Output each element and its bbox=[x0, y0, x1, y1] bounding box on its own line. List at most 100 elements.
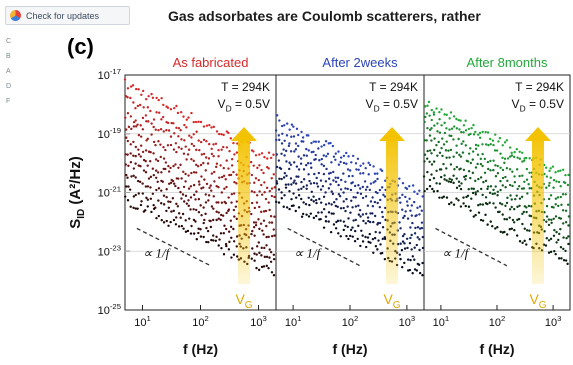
data-point bbox=[260, 193, 264, 196]
sidebar-icon-1[interactable]: C bbox=[6, 38, 12, 45]
data-point bbox=[277, 134, 281, 137]
data-point bbox=[518, 240, 522, 243]
data-point bbox=[126, 111, 130, 115]
data-point bbox=[481, 164, 484, 168]
data-point bbox=[220, 191, 224, 194]
check-for-updates-button[interactable]: Check for updates bbox=[5, 6, 130, 25]
data-point bbox=[174, 184, 177, 188]
data-point bbox=[562, 236, 565, 239]
data-point bbox=[300, 187, 303, 190]
data-point bbox=[359, 215, 362, 218]
data-point bbox=[342, 172, 345, 175]
data-point bbox=[428, 160, 431, 163]
data-point bbox=[506, 179, 509, 183]
sidebar-icon-3[interactable]: A bbox=[6, 68, 11, 75]
data-point bbox=[337, 193, 341, 196]
data-point bbox=[501, 184, 504, 187]
data-point bbox=[452, 138, 455, 141]
data-point bbox=[267, 201, 270, 204]
data-point bbox=[477, 211, 481, 214]
x-tick-label: 103 bbox=[250, 314, 267, 329]
sidebar-icon-4[interactable]: D bbox=[6, 83, 12, 90]
data-point bbox=[152, 203, 155, 207]
data-point bbox=[212, 195, 215, 198]
data-point bbox=[430, 118, 433, 122]
data-point bbox=[477, 204, 480, 207]
x-tick-label: 101 bbox=[285, 314, 302, 329]
data-point bbox=[297, 168, 301, 171]
data-point bbox=[169, 143, 173, 147]
data-point bbox=[380, 210, 384, 214]
data-point bbox=[457, 180, 461, 183]
data-point bbox=[358, 187, 362, 190]
data-point bbox=[364, 195, 368, 198]
sidebar-icon-2[interactable]: B bbox=[6, 53, 11, 60]
data-point bbox=[129, 85, 133, 88]
data-point bbox=[508, 208, 512, 211]
data-series bbox=[274, 197, 424, 277]
slope-label: ∝ 1/f bbox=[294, 245, 323, 260]
data-point bbox=[134, 154, 137, 158]
sidebar-icon-5[interactable]: F bbox=[6, 98, 11, 105]
data-point bbox=[255, 201, 259, 204]
data-point bbox=[192, 171, 196, 174]
data-point bbox=[277, 159, 281, 162]
data-point bbox=[257, 218, 260, 221]
data-point bbox=[338, 194, 342, 198]
data-point bbox=[367, 173, 370, 176]
data-point bbox=[217, 211, 220, 214]
data-point bbox=[228, 173, 231, 177]
data-point bbox=[278, 138, 281, 142]
data-point bbox=[334, 180, 338, 184]
gate-voltage-label: VG bbox=[383, 291, 400, 311]
data-point bbox=[458, 184, 461, 188]
data-point bbox=[322, 195, 326, 199]
data-point bbox=[217, 132, 221, 136]
data-point bbox=[336, 176, 340, 180]
data-point bbox=[522, 187, 526, 190]
data-point bbox=[376, 201, 379, 205]
data-point bbox=[181, 212, 185, 216]
data-point bbox=[366, 185, 369, 189]
data-point bbox=[501, 176, 505, 180]
data-point bbox=[344, 187, 347, 190]
data-point bbox=[190, 224, 193, 228]
data-point bbox=[314, 140, 318, 143]
data-point bbox=[408, 197, 411, 201]
data-point bbox=[339, 188, 343, 191]
data-point bbox=[552, 206, 555, 209]
data-point bbox=[480, 187, 483, 191]
data-point bbox=[380, 169, 384, 173]
data-point bbox=[346, 205, 349, 208]
data-point bbox=[361, 185, 365, 189]
data-point bbox=[450, 201, 453, 204]
data-point bbox=[137, 133, 141, 137]
data-point bbox=[167, 170, 171, 173]
data-point bbox=[229, 219, 233, 222]
data-point bbox=[146, 106, 150, 109]
data-point bbox=[312, 195, 315, 198]
data-point bbox=[289, 163, 293, 167]
data-point bbox=[418, 248, 421, 252]
data-point bbox=[428, 128, 432, 132]
data-point bbox=[235, 151, 239, 154]
data-point bbox=[334, 204, 338, 208]
data-point bbox=[164, 148, 167, 152]
data-point bbox=[562, 222, 565, 225]
data-point bbox=[484, 179, 488, 183]
data-point bbox=[134, 125, 138, 128]
data-point bbox=[356, 191, 359, 195]
data-point bbox=[325, 167, 328, 171]
data-point bbox=[361, 234, 364, 237]
data-point bbox=[376, 223, 379, 226]
data-point bbox=[488, 201, 491, 204]
data-point bbox=[455, 186, 459, 190]
y-axis-label: SID (A²/Hz) bbox=[67, 156, 87, 229]
data-point bbox=[494, 133, 497, 136]
data-point bbox=[144, 209, 147, 212]
data-point bbox=[325, 155, 328, 158]
data-point bbox=[162, 157, 166, 160]
data-point bbox=[267, 151, 271, 154]
data-point bbox=[220, 213, 223, 217]
